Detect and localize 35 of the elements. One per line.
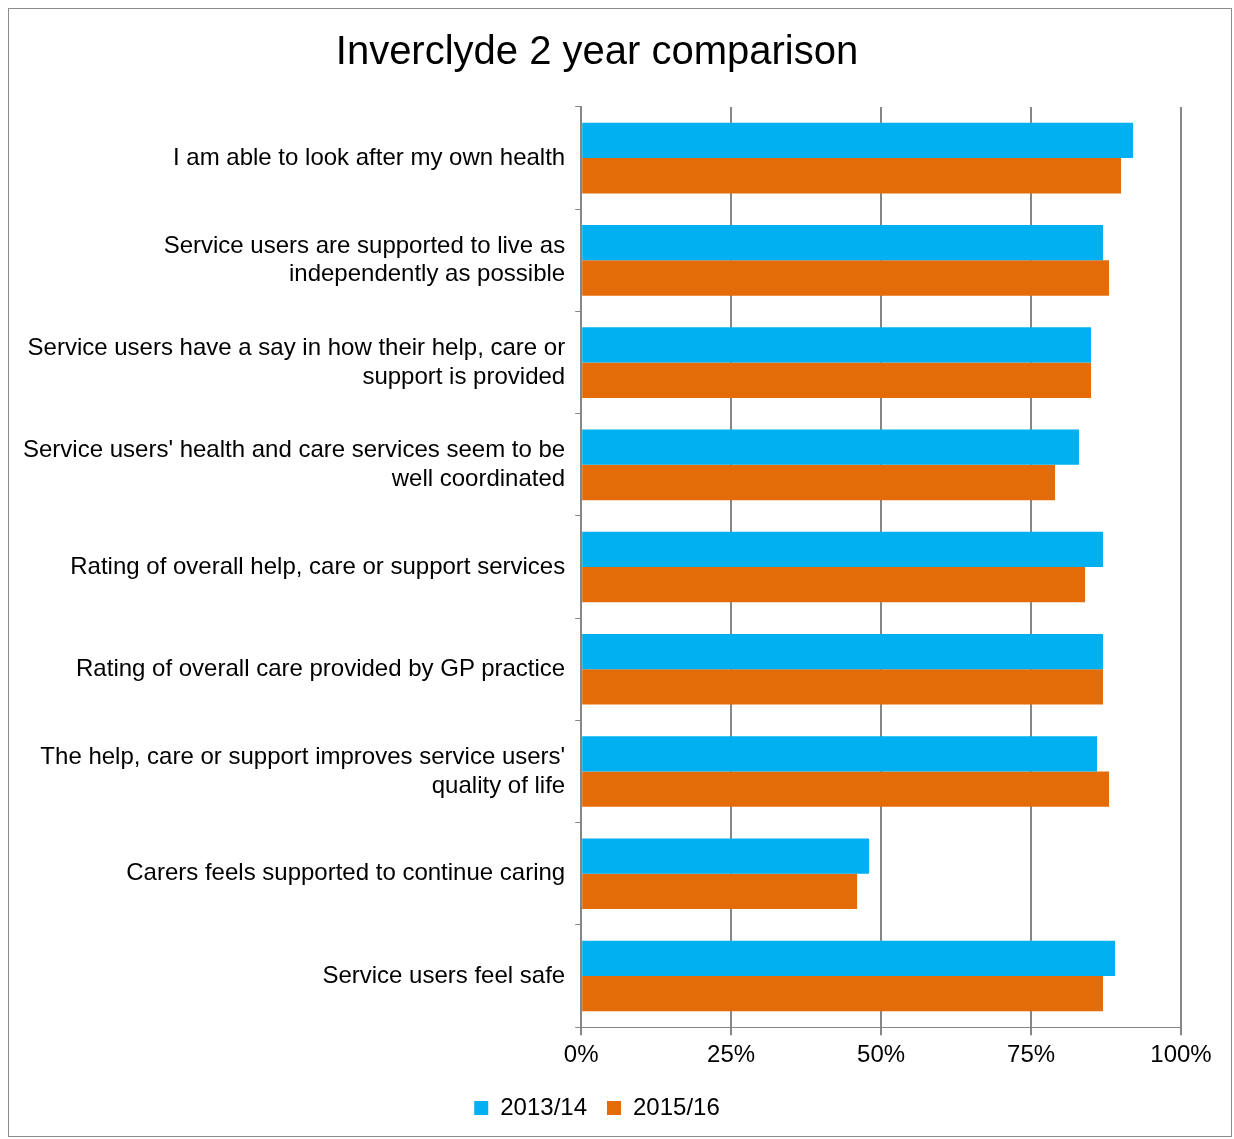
- bar: [582, 362, 1092, 398]
- bar: [582, 873, 858, 910]
- y-tick-label: Service users have a say in how their help, care or support is provided: [27, 332, 566, 389]
- y-tick-label: Rating of overall care provided by GP practice: [76, 653, 566, 681]
- legend-label: 2015/16: [633, 1092, 720, 1120]
- bar: [582, 736, 1098, 772]
- bar: [582, 940, 1116, 977]
- chart-title: Inverclyde 2 year comparison: [335, 28, 859, 73]
- bar: [582, 327, 1092, 363]
- bar: [582, 567, 1086, 603]
- bar: [582, 838, 870, 874]
- bar: [582, 976, 1104, 1012]
- y-tick-label: Carers feels supported to continue caring: [126, 858, 566, 886]
- bar: [582, 225, 1104, 261]
- x-tick-label: 100%: [1150, 1040, 1212, 1068]
- x-tick-label: 75%: [1007, 1040, 1056, 1068]
- bar: [582, 122, 1134, 159]
- bar: [582, 464, 1056, 501]
- x-tick-label: 25%: [707, 1040, 756, 1068]
- bar: [582, 634, 1104, 670]
- x-tick-label: 50%: [857, 1040, 906, 1068]
- y-tick-label: Service users feel safe: [322, 960, 566, 988]
- y-tick-label: Service users are supported to live as independently as possible: [163, 230, 566, 287]
- y-tick-label: Service users' health and care services seem to be well coordinated: [22, 435, 566, 491]
- bar: [582, 531, 1104, 568]
- legend-label: 2013/14: [500, 1092, 588, 1120]
- y-tick-label: I am able to look after my own health: [172, 142, 566, 170]
- y-tick-label: The help, care or support improves service users' quality of life: [40, 741, 566, 798]
- bar: [582, 669, 1104, 705]
- bar: [582, 429, 1080, 465]
- y-tick-label: Rating of overall help, care or support services: [70, 551, 566, 579]
- bar: [582, 158, 1122, 194]
- bar: [582, 260, 1110, 296]
- bar: [582, 771, 1110, 807]
- x-tick-label: 0%: [563, 1040, 599, 1068]
